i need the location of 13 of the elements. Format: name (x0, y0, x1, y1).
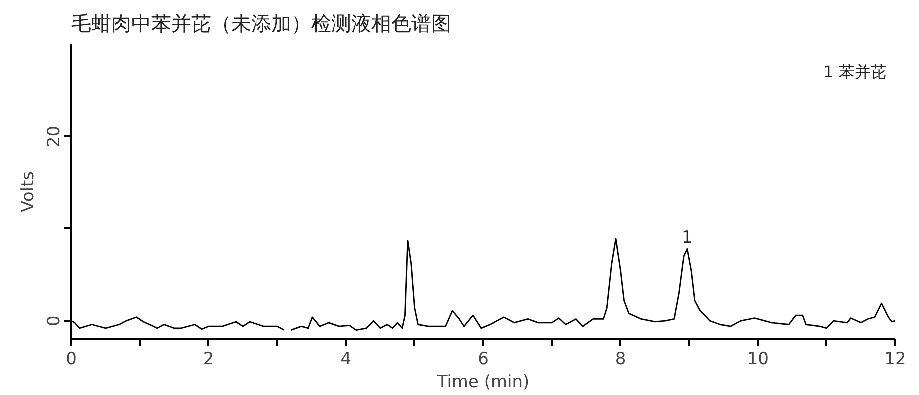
x-tick-label: 6 (478, 350, 489, 370)
x-tick-label: 0 (66, 350, 77, 370)
annotation: 1 (682, 228, 693, 248)
x-tick-label: 8 (615, 350, 626, 370)
x-axis-title: Time (min) (436, 372, 530, 392)
x-tick-label: 4 (340, 350, 352, 370)
x-tick-label: 10 (747, 350, 769, 370)
annotation: 1 苯并芘 (824, 62, 887, 82)
chart-title: 毛蚶肉中苯并芘（未添加）检测液相色谱图 (72, 12, 452, 36)
y-axis-title: Volts (18, 171, 38, 212)
x-tick-label: 2 (203, 350, 214, 370)
x-tick-label: 12 (884, 350, 906, 370)
y-tick-label: 20 (44, 126, 64, 148)
